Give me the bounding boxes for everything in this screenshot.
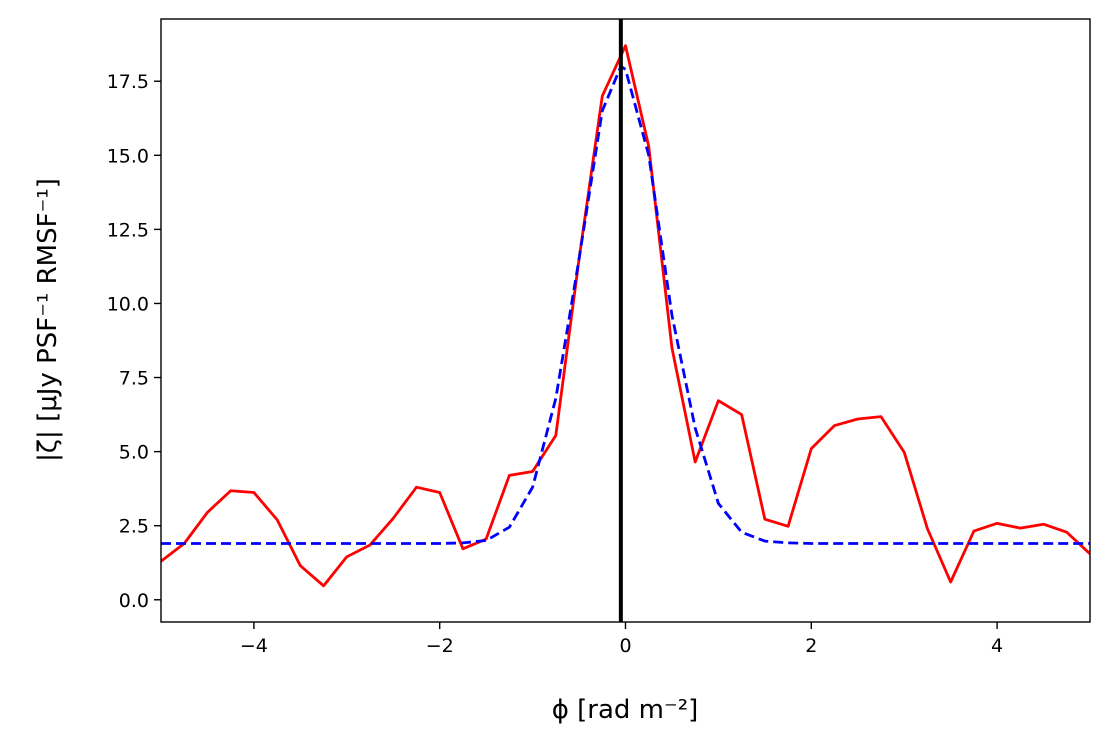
y-axis-ticks: 0.0 2.5 5.0 7.5 10.0 12.5 15.0 17.5	[107, 71, 161, 612]
x-tick-label: 4	[991, 635, 1003, 657]
x-axis-label: ϕ [rad m⁻²]	[552, 695, 699, 725]
series-line-1	[161, 44, 1090, 588]
y-tick-label: 17.5	[107, 71, 149, 93]
x-tick-label: −4	[240, 635, 268, 657]
y-axis-label: |ζ| [μJy PSF⁻¹ RMSF⁻¹]	[33, 178, 63, 462]
x-tick-label: −2	[426, 635, 454, 657]
x-axis-ticks: −4 −2 0 2 4	[240, 622, 1003, 657]
plot-background	[161, 19, 1090, 622]
y-tick-label: 15.0	[107, 145, 149, 167]
y-tick-label: 10.0	[107, 293, 149, 315]
y-tick-label: 5.0	[119, 442, 149, 464]
x-tick-label: 2	[805, 635, 817, 657]
y-tick-label: 0.0	[119, 590, 149, 612]
series-line-2	[161, 65, 1090, 545]
y-tick-label: 12.5	[107, 219, 149, 241]
y-tick-label: 7.5	[119, 368, 149, 390]
y-tick-label: 2.5	[119, 516, 149, 538]
x-tick-label: 0	[619, 635, 631, 657]
series-layer	[161, 44, 1090, 588]
